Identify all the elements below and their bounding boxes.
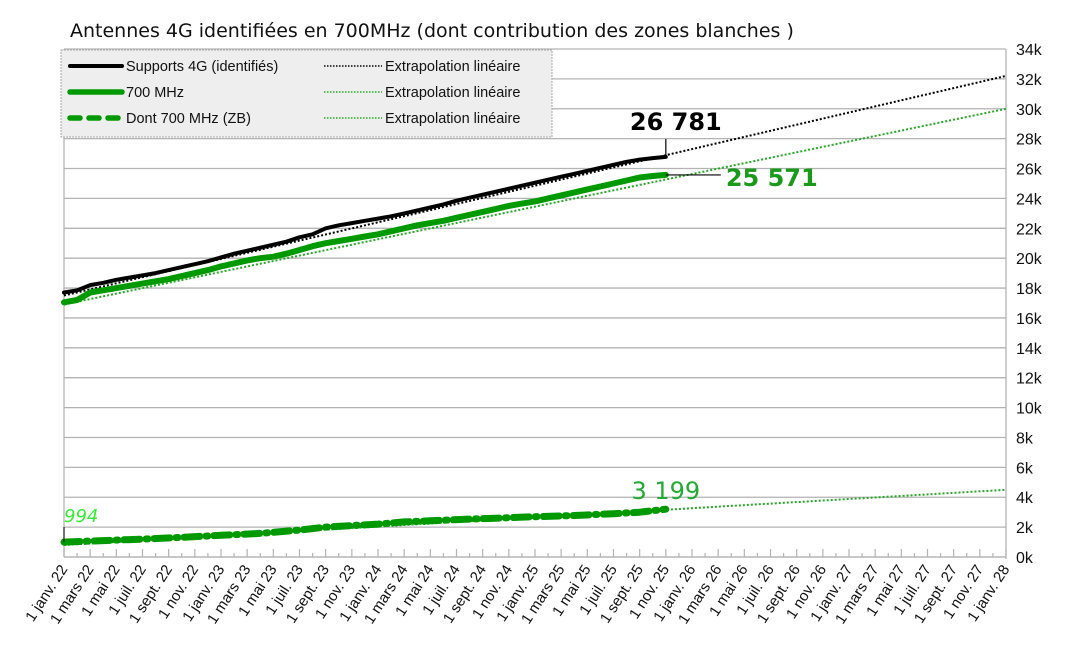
y-tick-label: 0k (1016, 550, 1034, 567)
annotation-label: 25 571 (726, 164, 818, 192)
y-tick-label: 4k (1016, 490, 1034, 507)
y-tick-label: 14k (1016, 341, 1043, 358)
y-tick-label: 6k (1016, 460, 1034, 477)
y-tick-label: 30k (1016, 102, 1043, 119)
trendlines (63, 74, 1007, 546)
legend: Supports 4G (identifiés) 700 MHz Dont 700 … (60, 49, 553, 138)
y-tick-label: 32k (1016, 72, 1043, 89)
y-tick-label: 28k (1016, 132, 1043, 149)
y-tick-label: 22k (1016, 221, 1043, 238)
y-tick-label: 18k (1016, 281, 1043, 298)
series-line-2 (61, 171, 669, 306)
legend-label: Extrapolation linéaire (385, 85, 520, 101)
y-tick-label: 20k (1016, 251, 1043, 268)
y-tick-label: 12k (1016, 371, 1043, 388)
y-tick-label: 34k (1016, 42, 1043, 59)
legend-label: Extrapolation linéaire (385, 111, 520, 127)
y-tick-label: 16k (1016, 311, 1043, 328)
y-tick-label: 8k (1016, 430, 1034, 447)
y-tick-label: 2k (1016, 520, 1034, 537)
legend-label: Supports 4G (identifiés) (126, 59, 278, 75)
series-lines (60, 154, 670, 546)
legend-box (60, 49, 553, 138)
annotation-label: 994 (64, 506, 98, 527)
y-tick-label: 24k (1016, 191, 1043, 208)
y-tick-label: 10k (1016, 401, 1043, 418)
annotation-label: 26 781 (630, 108, 722, 136)
chart-title: Antennes 4G identifiées en 700MHz (dont … (70, 20, 794, 42)
series-line-3 (60, 505, 670, 546)
trendline-2 (63, 107, 1007, 306)
legend-label: Extrapolation linéaire (385, 59, 520, 75)
y-tick-label: 26k (1016, 162, 1043, 179)
legend-label: 700 MHz (126, 85, 184, 101)
legend-label: Dont 700 MHz (ZB) (126, 111, 251, 127)
annotation-label: 3 199 (631, 477, 700, 505)
